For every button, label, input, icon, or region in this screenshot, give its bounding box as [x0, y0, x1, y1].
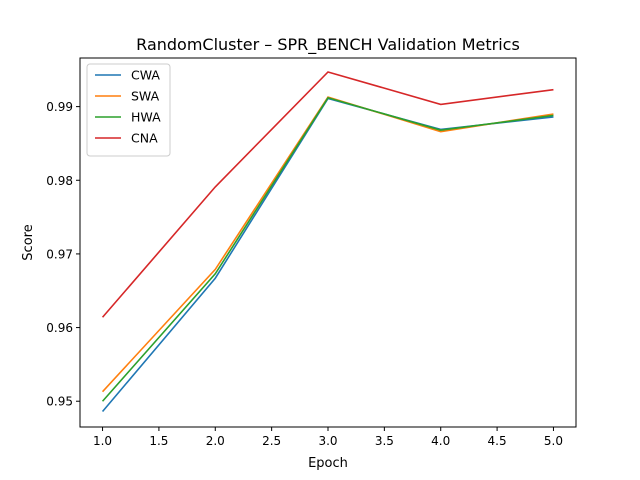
y-tick-label: 0.96 — [46, 321, 73, 335]
axes-frame — [79, 57, 577, 428]
x-tick-label: 4.5 — [488, 434, 507, 448]
series-lines — [101, 71, 554, 413]
x-tick-label: 1.5 — [149, 434, 168, 448]
legend-label: CWA — [131, 68, 160, 83]
legend: CWA SWA HWA CNA — [86, 63, 171, 157]
y-axis: 0.95 0.96 0.97 0.98 0.99 — [46, 100, 80, 409]
x-tick-label: 2.5 — [262, 434, 281, 448]
y-tick-label: 0.99 — [46, 100, 73, 114]
x-tick-label: 3.0 — [318, 434, 337, 448]
chart-title: RandomCluster – SPR_BENCH Validation Met… — [136, 35, 520, 55]
x-tick-label: 5.0 — [544, 434, 563, 448]
x-tick-label: 1.0 — [93, 434, 112, 448]
x-tick-label: 4.0 — [431, 434, 450, 448]
plot-area: 1.0 1.5 2.0 2.5 3.0 3.5 4.0 4.5 5.0 0.95 0.96 0.97… — [46, 57, 577, 448]
legend-label: CNA — [131, 131, 158, 146]
legend-label: SWA — [131, 89, 160, 104]
x-axis-label: Epoch — [308, 456, 348, 471]
x-tick-label: 2.0 — [206, 434, 225, 448]
series-line-cna — [101, 71, 554, 318]
series-line-hwa — [101, 96, 554, 402]
legend-box — [86, 63, 171, 157]
x-axis: 1.0 1.5 2.0 2.5 3.0 3.5 4.0 4.5 5.0 — [93, 427, 563, 448]
y-tick-label: 0.95 — [46, 395, 73, 409]
y-tick-label: 0.98 — [46, 174, 73, 188]
legend-label: HWA — [131, 110, 161, 125]
x-tick-label: 3.5 — [375, 434, 394, 448]
y-axis-label: Score — [21, 224, 36, 260]
y-tick-label: 0.97 — [46, 247, 73, 261]
